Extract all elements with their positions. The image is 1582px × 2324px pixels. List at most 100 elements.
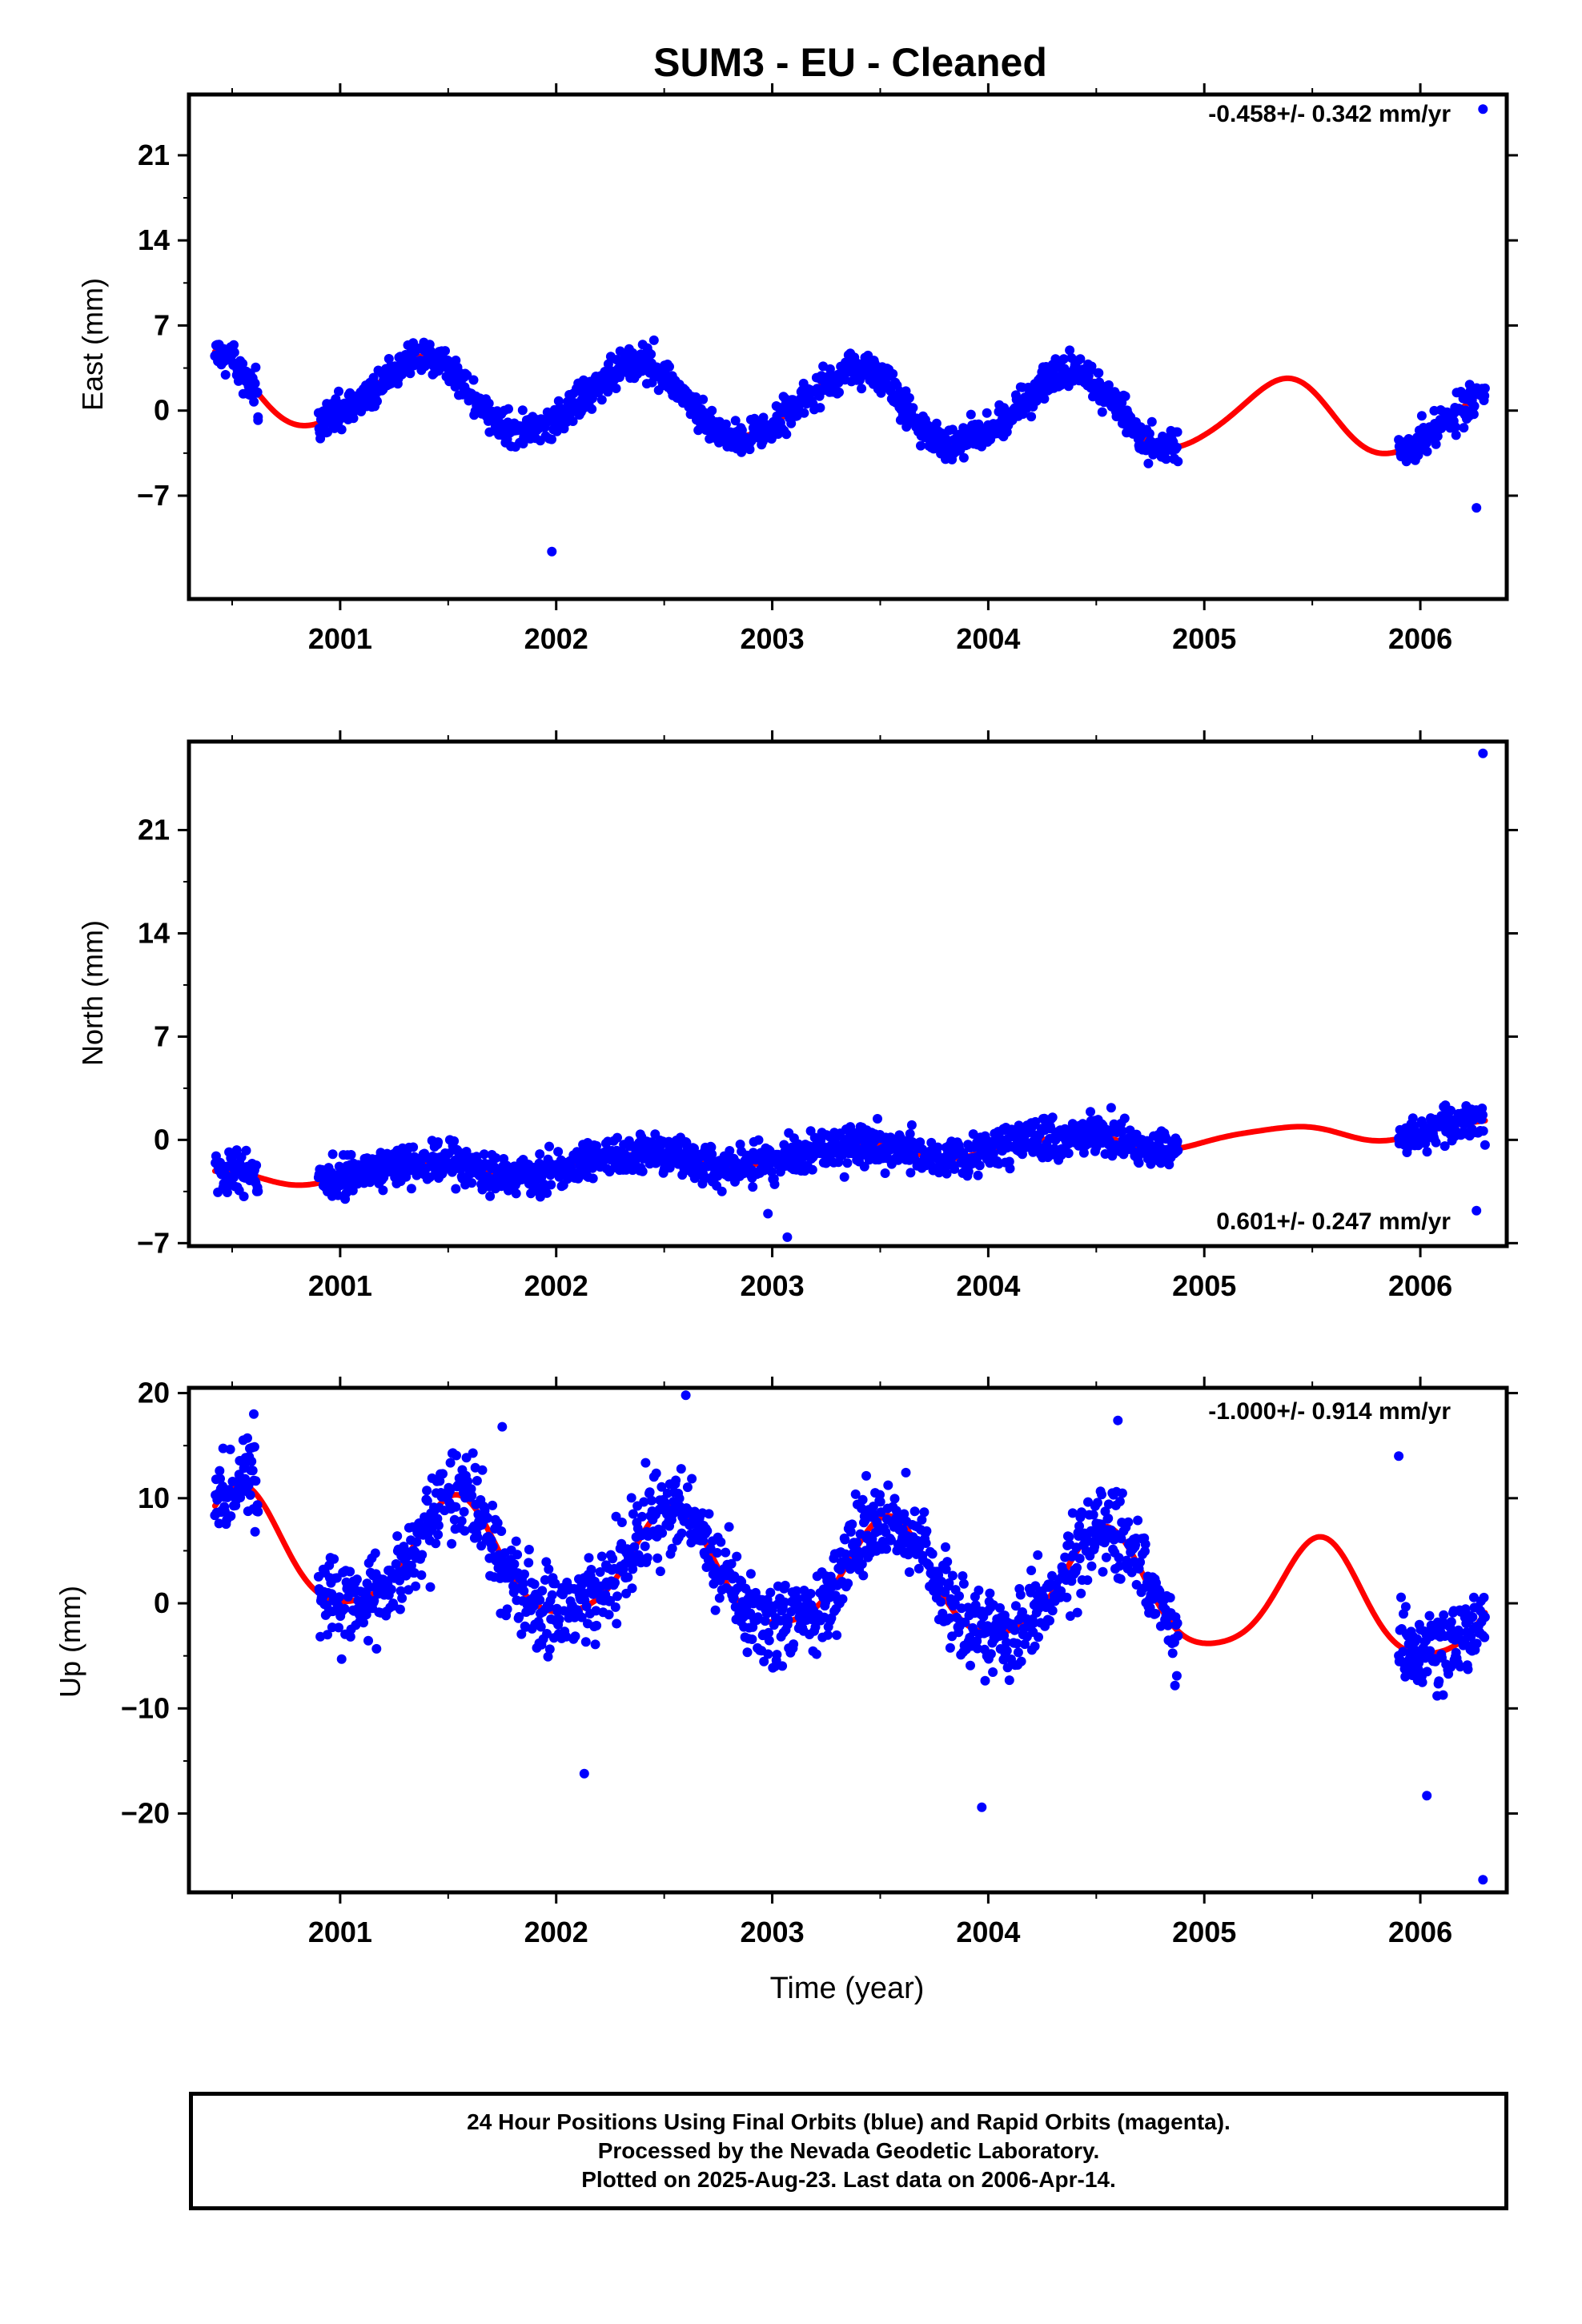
up-data-point: [646, 1495, 656, 1506]
up-data-point: [239, 1460, 250, 1470]
north-data-point: [612, 1132, 622, 1143]
north-ytick-label: 7: [154, 1019, 170, 1052]
up-data-point: [977, 1802, 987, 1812]
up-data-point: [1173, 1630, 1183, 1641]
north-data-point: [222, 1188, 232, 1197]
east-data-point: [468, 375, 479, 385]
north-frame: [187, 739, 1509, 1248]
up-data-point: [329, 1554, 339, 1564]
up-data-point: [371, 1643, 382, 1654]
up-data-point: [921, 1526, 932, 1536]
east-data-point: [1173, 456, 1183, 467]
north-data-point: [1078, 1148, 1089, 1158]
up-data-point: [726, 1558, 737, 1569]
up-data-point: [1412, 1634, 1422, 1644]
up-data-point: [1115, 1574, 1126, 1584]
up-data-point: [444, 1486, 455, 1496]
north-data-point: [1480, 1140, 1490, 1150]
up-data-point: [1400, 1671, 1411, 1682]
east-data-point: [611, 384, 621, 393]
north-data-point: [241, 1145, 251, 1156]
up-data-point: [334, 1622, 343, 1633]
north-data-point: [229, 1172, 239, 1183]
east-data-point: [1422, 446, 1432, 456]
north-data-point: [717, 1186, 727, 1196]
east-xtick-label: 2003: [741, 622, 805, 655]
north-rate-label: 0.601+/- 0.247 mm/yr: [1216, 1208, 1451, 1235]
east-data-point: [815, 403, 825, 413]
up-data-point: [941, 1542, 950, 1552]
north-data-point: [535, 1149, 545, 1160]
up-data-point: [1123, 1517, 1134, 1527]
up-data-point: [835, 1565, 845, 1574]
east-data-point: [1468, 409, 1479, 420]
east-data-point: [1144, 428, 1154, 439]
up-data-point: [1455, 1662, 1465, 1672]
up-data-point: [642, 1553, 652, 1563]
up-data-point: [1103, 1514, 1114, 1523]
up-data-point: [524, 1558, 534, 1568]
north-data-point: [239, 1192, 249, 1201]
up-data-point: [637, 1511, 647, 1522]
up-data-point: [459, 1506, 469, 1517]
up-data-point: [235, 1493, 246, 1502]
north-data-point: [859, 1161, 869, 1172]
up-data-point: [889, 1494, 900, 1504]
up-data-point: [791, 1586, 801, 1596]
footer-line-1: 24 Hour Positions Using Final Orbits (bl…: [467, 2109, 1231, 2134]
up-data-point: [1394, 1451, 1404, 1462]
north-data-point: [933, 1142, 943, 1152]
up-xtick-label: 2005: [1172, 1916, 1236, 1948]
up-data-point: [610, 1602, 620, 1612]
up-xtick-label: 2001: [308, 1916, 372, 1948]
east-xtick-label: 2001: [308, 622, 372, 655]
east-data-point: [405, 368, 416, 379]
up-data-point: [1480, 1632, 1490, 1642]
up-data-point: [623, 1572, 633, 1582]
up-data-point: [640, 1541, 650, 1551]
up-data-point: [1074, 1521, 1084, 1531]
up-data-point: [396, 1586, 406, 1596]
up-data-point: [339, 1603, 350, 1614]
east-data-point: [1480, 383, 1490, 393]
up-data-point: [682, 1482, 693, 1493]
up-data-point: [412, 1537, 422, 1547]
east-data-point: [238, 359, 248, 369]
up-data-point: [1002, 1663, 1013, 1673]
up-data-point: [988, 1667, 998, 1677]
up-data-point: [917, 1514, 927, 1525]
east-data-point: [698, 394, 709, 404]
up-data-point: [780, 1580, 790, 1590]
up-data-point: [483, 1513, 493, 1523]
east-data-point: [383, 354, 394, 364]
up-data-point: [811, 1649, 821, 1659]
up-data-point: [875, 1490, 885, 1500]
east-data-point: [588, 393, 597, 404]
north-data-point: [968, 1129, 978, 1140]
up-data-point: [433, 1520, 444, 1530]
up-data-point: [452, 1450, 461, 1461]
up-data-point: [919, 1507, 930, 1518]
up-ytick-label: 0: [154, 1586, 170, 1619]
up-data-point: [520, 1569, 529, 1579]
north-data-point: [347, 1185, 358, 1196]
up-data-point: [823, 1630, 833, 1640]
north-data-point: [689, 1144, 699, 1154]
up-data-point: [1140, 1546, 1150, 1556]
east-data-point: [1103, 380, 1114, 390]
north-data-point: [873, 1114, 882, 1124]
east-data-point: [1172, 427, 1182, 437]
east-data-point: [1065, 345, 1075, 356]
up-data-point: [1020, 1639, 1030, 1650]
up-data-point: [1150, 1609, 1161, 1618]
up-data-point: [411, 1581, 421, 1591]
north-data-point: [1478, 1110, 1488, 1120]
up-data-point: [1172, 1618, 1182, 1628]
north-data-point: [1119, 1113, 1130, 1124]
north-data-point: [763, 1208, 773, 1219]
east-data-point: [518, 439, 528, 448]
north-data-point: [842, 1158, 853, 1168]
east-data-point: [484, 398, 494, 408]
up-data-point: [488, 1542, 498, 1552]
